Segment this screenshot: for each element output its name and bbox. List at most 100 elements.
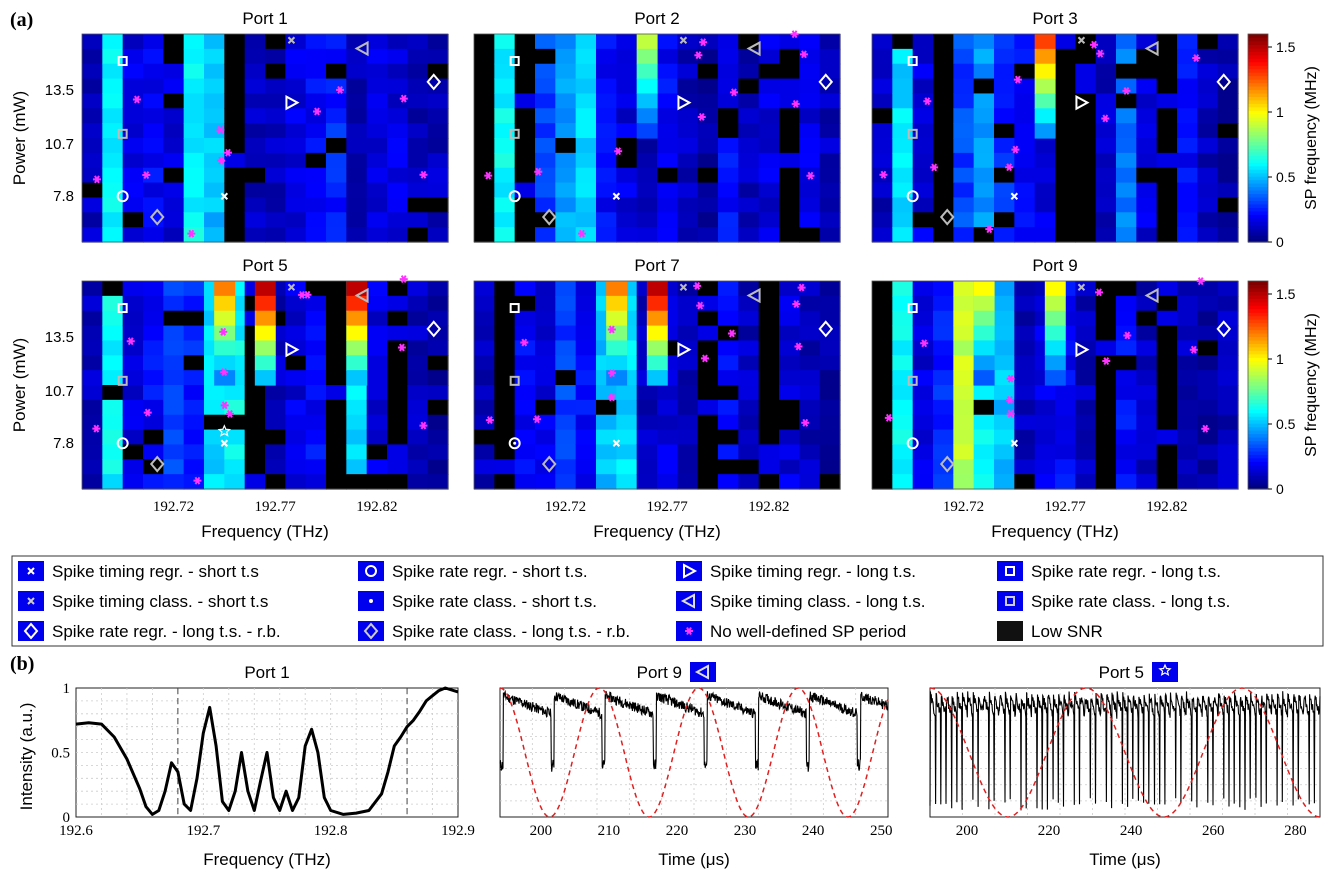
marker-rate-regr-long [117, 56, 128, 67]
heatmap-cell [779, 459, 800, 475]
heatmap-cell [1136, 123, 1158, 139]
heatmap-cell [779, 325, 800, 342]
marker-no-sp-period [923, 97, 932, 106]
heatmap-cell [872, 48, 893, 65]
title-symbol-swatch [690, 662, 716, 682]
heatmap-cell [697, 152, 719, 169]
heatmap-cell [1095, 123, 1117, 139]
marker-timing-class-long [1144, 287, 1159, 304]
heatmap-cell [555, 310, 577, 327]
heatmap-cell [387, 399, 408, 416]
legend-entry: Spike timing regr. - short t.s [18, 561, 259, 581]
y-axis-label: Power (mW) [10, 338, 29, 432]
heatmap-hot-cell [254, 281, 276, 297]
heatmap-hot-cell [1034, 34, 1056, 50]
heatmap-cell [1136, 414, 1158, 431]
heatmap-cell [494, 167, 516, 184]
heatmap-cell [143, 123, 164, 139]
heatmap-cell [994, 295, 1015, 312]
colorbar-step [1248, 430, 1268, 435]
heatmap-cell [204, 414, 225, 431]
heatmap-cell [555, 34, 577, 50]
heatmap-cell [427, 429, 449, 446]
colorbar-step [1248, 207, 1268, 212]
legend-symbol-diamond [23, 622, 39, 640]
x-tick-label: 280 [1284, 823, 1307, 839]
colorbar-step [1248, 186, 1268, 191]
heatmap-cell [163, 281, 185, 297]
heatmap-cell [244, 138, 266, 154]
heatmap-cell [892, 459, 914, 475]
heatmap-cell [1136, 370, 1158, 386]
heatmap-cell [933, 34, 954, 50]
heatmap-cell [555, 474, 577, 490]
heatmap-cell [779, 281, 800, 297]
heatmap-cell [994, 340, 1015, 356]
heatmap-cell [1217, 227, 1239, 243]
heatmap-cell [994, 93, 1015, 109]
heatmap-cell [872, 78, 893, 95]
heatmap-cell [758, 459, 780, 475]
heatmap-hot-cell [1044, 295, 1066, 312]
heatmap-cell [738, 197, 760, 213]
heatmap-cell [183, 167, 205, 184]
heatmap-cell [616, 152, 638, 169]
legend-entry: Spike rate class. - long t.s. [997, 591, 1230, 611]
marker-timing-class-long [1144, 40, 1159, 57]
marker-no-sp-period [534, 167, 543, 176]
heatmap-cell [912, 108, 934, 124]
heatmap-cell [122, 48, 144, 65]
heatmap-cell [718, 48, 739, 65]
heatmap-cell [1095, 340, 1117, 356]
heatmap-cell [535, 325, 556, 342]
colorbar-tick-label: 0.5 [1276, 416, 1296, 432]
heatmap-cell [407, 474, 429, 490]
heatmap-cell [872, 399, 893, 416]
heatmap-cell [305, 474, 327, 490]
marker-rate-regr-long-rb [1216, 73, 1232, 91]
legend-label: Spike timing regr. - short t.s [52, 562, 259, 581]
heatmap-cell [143, 355, 164, 371]
heatmap-cell [1075, 325, 1097, 342]
colorbar-step [1248, 437, 1268, 442]
heatmap-cell [1014, 429, 1036, 446]
heatmap-cell [799, 325, 821, 342]
heatmap-cell [143, 385, 164, 401]
heatmap-cell [872, 63, 893, 80]
heatmap-cell [933, 295, 954, 312]
colorbar-step [1248, 79, 1268, 84]
legend-symbol-square [1005, 596, 1015, 606]
heatmap-cell [892, 355, 914, 371]
plot-frame [81, 33, 449, 243]
heatmap-cell [1116, 123, 1137, 139]
heatmap-cell [535, 370, 556, 386]
heatmap-cell [1136, 34, 1158, 50]
heatmap-cell [1136, 295, 1158, 312]
colorbar-step [1248, 165, 1268, 170]
heatmap-cell [575, 325, 597, 342]
heatmap-cell [596, 227, 617, 243]
heatmap-cell [285, 414, 307, 431]
heatmap-cell [1014, 325, 1036, 342]
heatmap-cell [1136, 63, 1158, 80]
heatmap-cell [535, 399, 556, 416]
heatmap-cell [82, 78, 103, 95]
x-tick-label: 192.82 [356, 499, 397, 515]
legend-symbol-dot [369, 599, 373, 603]
heatmap-cell [697, 399, 719, 416]
heatmap-cell [514, 429, 536, 446]
legend-label: Spike timing class. - long t.s. [710, 592, 925, 611]
heatmap-cell [758, 370, 780, 386]
heatmap-cell [872, 459, 893, 475]
heatmap-cell [346, 167, 368, 184]
heatmap-cell [1095, 429, 1117, 446]
heatmap-cell [1075, 48, 1097, 65]
heatmap-cell [82, 310, 103, 327]
heatmap-hot-cell [636, 34, 658, 50]
heatmap-hot-cell [1044, 310, 1066, 327]
heatmap-cell [1156, 34, 1178, 50]
heatmap-cell [912, 212, 934, 228]
heatmap-cell [427, 197, 449, 213]
heatmap-cell [474, 227, 495, 243]
